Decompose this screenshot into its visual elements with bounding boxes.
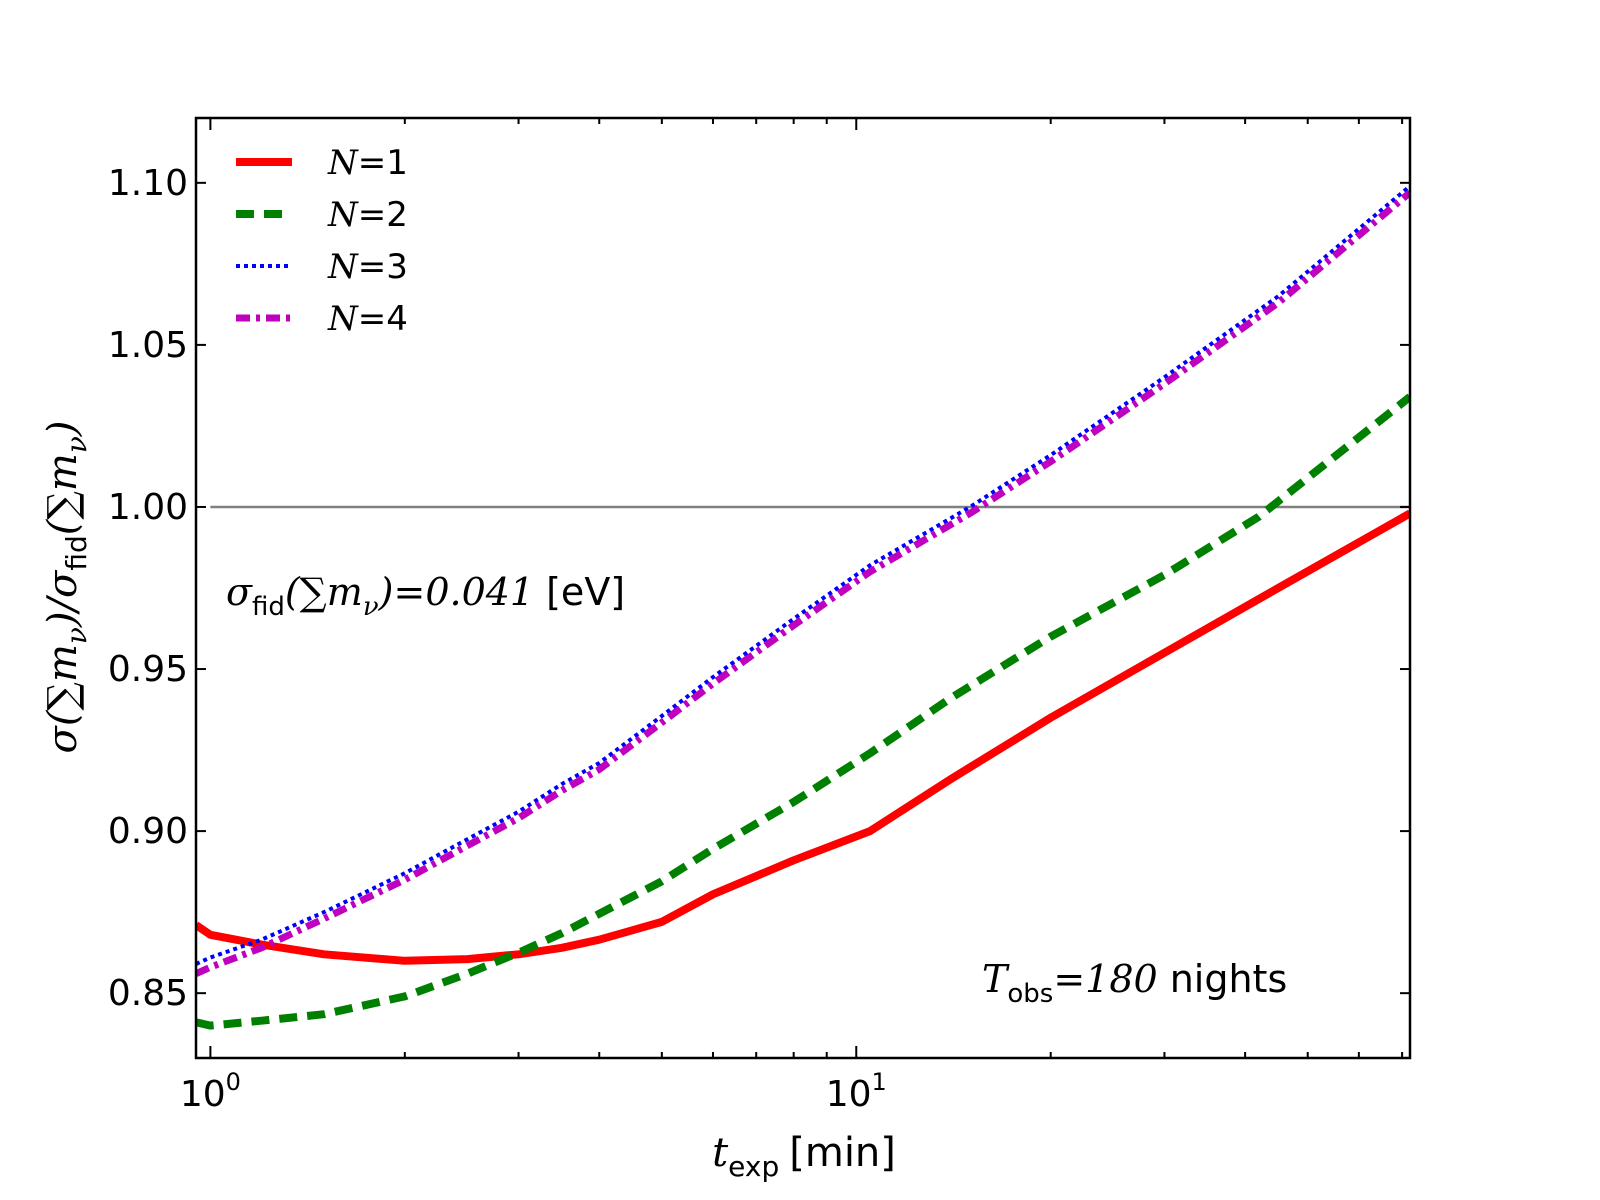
- sigma-fid-annotation: σfid(∑mν)=0.041 [eV]: [226, 570, 625, 622]
- t-obs-annotation: Tobs=180 nights: [982, 957, 1287, 1009]
- series-line-n1: [196, 509, 1410, 965]
- y-axis-label: σ(∑mν)/σfid(∑mν): [40, 421, 93, 754]
- y-tick-label: 1.05: [108, 325, 188, 366]
- y-tick-label: 0.85: [108, 973, 188, 1014]
- series-line-n3: [196, 184, 1410, 966]
- legend-label-n4: N=4: [327, 299, 408, 339]
- legend-label-n1: N=1: [327, 143, 408, 183]
- y-tick-label: 1.00: [108, 487, 188, 528]
- series-line-n4: [196, 189, 1410, 977]
- y-tick-label: 0.90: [108, 811, 188, 852]
- x-axis-label: texp [min]: [712, 1130, 896, 1183]
- plot-frame: [194, 116, 1412, 1060]
- legend-label-n3: N=3: [327, 247, 408, 287]
- legend-label-n2: N=2: [327, 195, 408, 235]
- legend: N=1 N=2 N=3 N=4: [236, 143, 408, 339]
- y-tick-label: 0.95: [108, 649, 188, 690]
- x-tick-label: 101: [826, 1068, 887, 1115]
- series-line-n2: [196, 393, 1410, 1030]
- x-tick-label: 100: [180, 1068, 241, 1115]
- y-tick-label: 1.10: [108, 163, 188, 204]
